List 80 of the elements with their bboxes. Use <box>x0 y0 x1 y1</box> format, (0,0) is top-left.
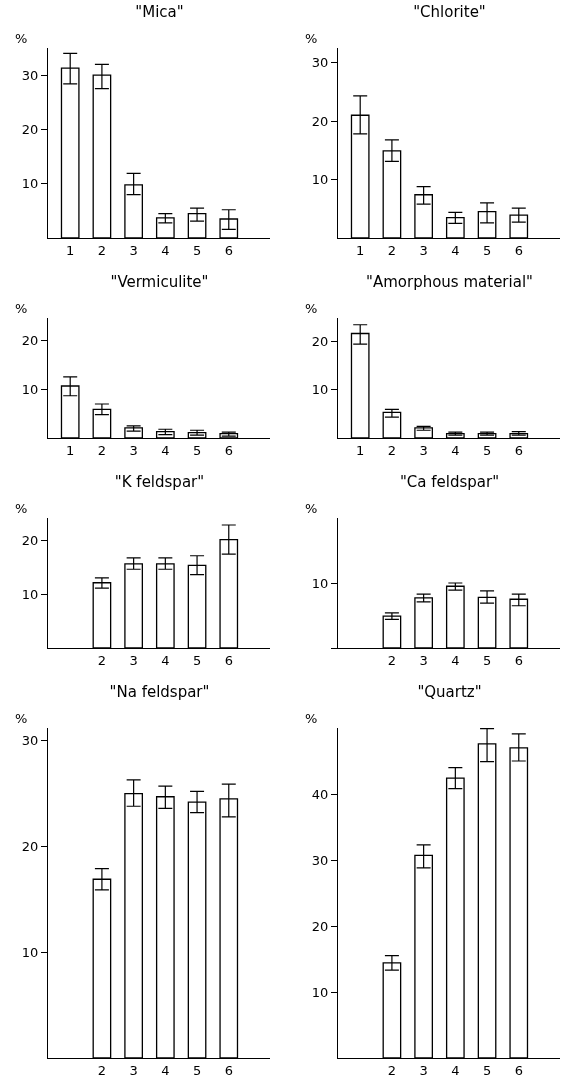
y-tick-label: 20 <box>311 918 329 934</box>
x-tick-label: 3 <box>419 242 428 258</box>
y-tick-label: 10 <box>311 172 329 188</box>
chart-title: "Chlorite" <box>413 2 486 21</box>
y-tick-label: 20 <box>21 839 39 855</box>
x-tick-label: 2 <box>97 1062 107 1078</box>
x-tick-label: 6 <box>514 1062 523 1078</box>
x-tick-label: 3 <box>129 1062 138 1078</box>
x-tick-label: 5 <box>482 652 492 668</box>
chart-title: "K feldspar" <box>114 472 205 491</box>
x-tick-label: 1 <box>66 242 75 258</box>
x-tick-label: 5 <box>192 442 202 458</box>
x-tick-label: 6 <box>514 652 523 668</box>
chart-title: "Mica" <box>135 2 184 21</box>
x-tick-label: 2 <box>387 1062 397 1078</box>
x-tick-label: 2 <box>387 442 397 458</box>
x-tick-label: 3 <box>129 242 138 258</box>
y-axis-title: % <box>305 31 318 46</box>
chart-title: "Vermiculite" <box>110 272 209 291</box>
y-tick-label: 10 <box>311 575 329 591</box>
x-tick-label: 6 <box>224 1062 233 1078</box>
y-tick-label: 30 <box>21 733 39 749</box>
x-tick-label: 4 <box>451 242 460 258</box>
x-tick-label: 5 <box>192 242 202 258</box>
y-axis-title: % <box>305 711 318 726</box>
x-tick-label: 5 <box>482 442 492 458</box>
x-tick-label: 2 <box>97 242 107 258</box>
x-tick-label: 5 <box>482 1062 492 1078</box>
x-tick-label: 2 <box>387 242 397 258</box>
x-tick-label: 2 <box>387 652 397 668</box>
chart-title: "Na feldspar" <box>109 682 210 701</box>
chart-title: "Quartz" <box>417 682 482 701</box>
y-tick-label: 30 <box>311 55 329 71</box>
x-tick-label: 3 <box>129 442 138 458</box>
chart-title: "Ca feldspar" <box>399 472 500 491</box>
y-tick-label: 10 <box>311 382 329 398</box>
y-axis-title: % <box>305 501 318 516</box>
x-tick-label: 1 <box>66 442 75 458</box>
x-tick-label: 6 <box>514 442 523 458</box>
x-tick-label: 1 <box>356 242 365 258</box>
x-tick-label: 5 <box>192 1062 202 1078</box>
y-tick-label: 20 <box>311 333 329 349</box>
y-tick-label: 10 <box>311 984 329 1000</box>
x-tick-label: 5 <box>482 242 492 258</box>
y-axis-title: % <box>15 501 28 516</box>
x-tick-label: 3 <box>419 1062 428 1078</box>
x-tick-label: 4 <box>161 1062 170 1078</box>
y-tick-label: 10 <box>21 586 39 602</box>
x-tick-label: 4 <box>161 442 170 458</box>
x-tick-label: 4 <box>451 1062 460 1078</box>
x-tick-label: 6 <box>224 442 233 458</box>
y-tick-label: 10 <box>21 176 39 192</box>
y-tick-label: 10 <box>21 944 39 960</box>
x-tick-label: 4 <box>161 242 170 258</box>
y-tick-label: 20 <box>21 333 39 349</box>
x-tick-label: 4 <box>161 652 170 668</box>
y-tick-label: 20 <box>21 121 39 137</box>
x-tick-label: 1 <box>356 442 365 458</box>
x-tick-label: 4 <box>451 652 460 668</box>
x-tick-label: 3 <box>419 442 428 458</box>
y-tick-label: 20 <box>311 113 329 129</box>
y-tick-label: 10 <box>21 381 39 397</box>
y-tick-label: 40 <box>311 786 329 802</box>
x-tick-label: 3 <box>129 652 138 668</box>
y-axis-title: % <box>305 301 318 316</box>
x-tick-label: 2 <box>97 442 107 458</box>
chart-title: "Amorphous material" <box>366 272 533 291</box>
x-tick-label: 4 <box>451 442 460 458</box>
y-axis-title: % <box>15 31 28 46</box>
y-axis-title: % <box>15 301 28 316</box>
y-tick-label: 20 <box>21 532 39 548</box>
x-tick-label: 5 <box>192 652 202 668</box>
y-tick-label: 30 <box>21 67 39 83</box>
x-tick-label: 6 <box>514 242 523 258</box>
x-tick-label: 6 <box>224 652 233 668</box>
y-axis-title: % <box>15 711 28 726</box>
x-tick-label: 3 <box>419 652 428 668</box>
x-tick-label: 6 <box>224 242 233 258</box>
y-tick-label: 30 <box>311 852 329 868</box>
x-tick-label: 2 <box>97 652 107 668</box>
